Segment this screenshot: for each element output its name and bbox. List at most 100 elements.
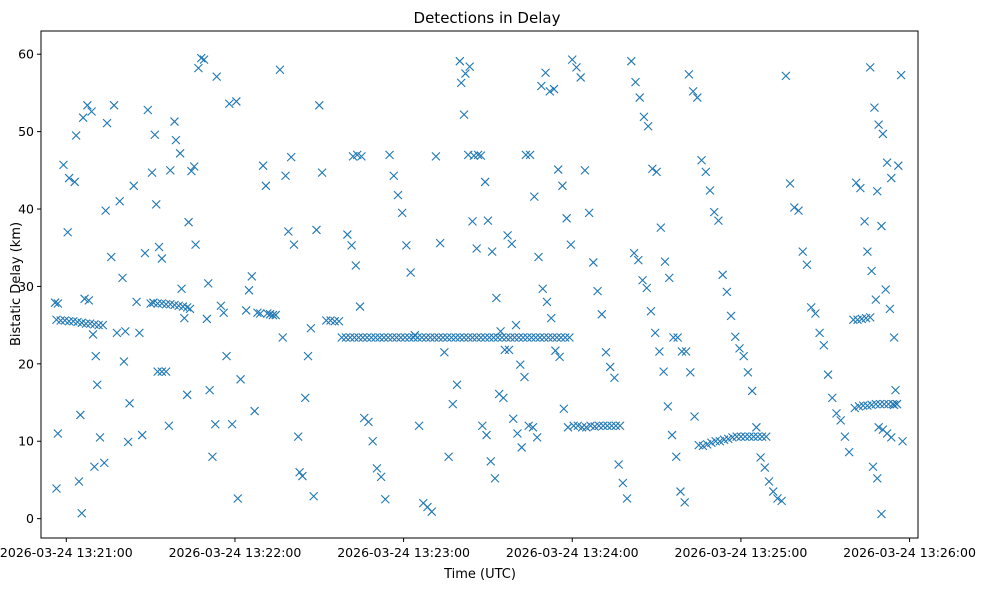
data-point-marker xyxy=(718,270,728,280)
data-point-marker xyxy=(878,129,888,139)
data-point-marker xyxy=(92,380,102,390)
data-point-marker xyxy=(99,458,109,468)
data-point-marker xyxy=(882,158,892,167)
data-point-marker xyxy=(889,333,899,342)
data-point-marker xyxy=(521,150,531,160)
data-point-marker xyxy=(380,494,390,504)
data-point-marker xyxy=(607,421,617,431)
data-point-marker xyxy=(271,310,281,320)
data-point-marker xyxy=(751,422,761,432)
data-point-marker xyxy=(342,230,352,239)
data-point-marker xyxy=(372,463,382,473)
data-point-marker xyxy=(732,432,742,441)
x-tick-label: 2026-03-24 13:22:00 xyxy=(169,545,302,560)
data-point-marker xyxy=(879,399,889,409)
data-point-marker xyxy=(761,432,771,441)
data-point-marker xyxy=(528,422,538,432)
data-point-marker xyxy=(626,56,636,66)
data-point-marker xyxy=(161,299,171,309)
data-point-marker xyxy=(739,351,749,361)
data-point-marker xyxy=(781,71,791,81)
data-point-marker xyxy=(396,333,406,342)
data-point-marker xyxy=(185,304,195,314)
data-point-marker xyxy=(147,168,157,178)
data-point-marker xyxy=(669,333,678,342)
data-point-marker xyxy=(75,410,85,420)
data-point-marker xyxy=(208,452,217,462)
data-point-marker xyxy=(82,100,92,110)
data-point-marker xyxy=(477,421,487,431)
data-point-marker xyxy=(434,333,444,342)
data-point-marker xyxy=(199,55,209,65)
data-point-marker xyxy=(815,328,825,338)
data-point-marker xyxy=(487,247,497,256)
data-point-marker xyxy=(647,164,657,174)
data-point-marker xyxy=(614,460,624,469)
data-point-marker xyxy=(584,208,594,218)
data-point-marker xyxy=(448,399,458,409)
data-point-marker xyxy=(244,285,254,295)
data-point-marker xyxy=(358,333,368,342)
data-point-marker xyxy=(95,432,105,442)
data-point-marker xyxy=(184,217,193,227)
data-point-marker xyxy=(855,183,865,193)
data-point-marker xyxy=(295,467,304,477)
data-point-marker xyxy=(558,181,567,191)
data-point-marker xyxy=(179,313,189,323)
data-point-marker xyxy=(681,347,691,356)
data-point-marker xyxy=(490,474,500,483)
data-point-marker xyxy=(347,241,356,250)
data-point-marker xyxy=(444,452,453,462)
data-point-marker xyxy=(819,340,829,350)
y-tick-label: 0 xyxy=(26,511,34,526)
data-point-marker xyxy=(560,333,570,342)
data-point-marker xyxy=(629,248,639,258)
data-point-marker xyxy=(531,333,541,342)
data-point-marker xyxy=(892,399,902,409)
data-point-marker xyxy=(459,333,469,342)
data-point-marker xyxy=(430,333,439,342)
data-point-marker xyxy=(112,328,122,338)
x-tick-label: 2026-03-24 13:21:00 xyxy=(0,545,133,560)
data-point-marker xyxy=(747,386,757,396)
data-point-marker xyxy=(889,400,899,410)
data-point-marker xyxy=(559,404,569,414)
data-point-marker xyxy=(281,171,290,181)
data-point-marker xyxy=(410,330,420,340)
data-point-marker xyxy=(134,328,144,338)
data-point-marker xyxy=(553,165,563,174)
data-point-marker xyxy=(844,447,854,457)
data-point-marker xyxy=(823,370,833,380)
data-point-marker xyxy=(660,257,670,267)
data-point-marker xyxy=(552,333,562,342)
data-point-marker xyxy=(473,150,483,160)
data-point-marker xyxy=(404,333,414,342)
chart-title: Detections in Delay xyxy=(414,9,561,27)
data-point-marker xyxy=(538,284,548,294)
data-point-marker xyxy=(659,367,669,376)
data-point-marker xyxy=(714,216,723,226)
data-point-marker xyxy=(503,230,512,240)
data-point-marker xyxy=(484,333,494,342)
data-point-marker xyxy=(468,217,477,226)
data-point-marker xyxy=(885,304,895,314)
data-point-marker xyxy=(499,393,508,403)
data-point-marker xyxy=(106,252,116,262)
data-point-marker xyxy=(115,196,125,206)
data-point-marker xyxy=(518,333,528,342)
y-tick-label: 10 xyxy=(18,434,34,449)
data-point-marker xyxy=(102,118,112,128)
y-tick-label: 60 xyxy=(18,47,34,62)
data-point-marker xyxy=(572,62,581,72)
data-point-marker xyxy=(577,422,587,432)
y-tick-label: 50 xyxy=(18,124,34,139)
data-point-marker xyxy=(293,432,303,441)
data-point-marker xyxy=(517,443,527,452)
data-point-marker xyxy=(646,306,656,316)
data-point-marker xyxy=(452,380,462,390)
data-point-marker xyxy=(685,367,695,377)
data-point-marker xyxy=(118,273,127,283)
data-point-marker xyxy=(664,273,674,283)
data-point-marker xyxy=(726,311,736,321)
data-point-marker xyxy=(865,313,875,322)
